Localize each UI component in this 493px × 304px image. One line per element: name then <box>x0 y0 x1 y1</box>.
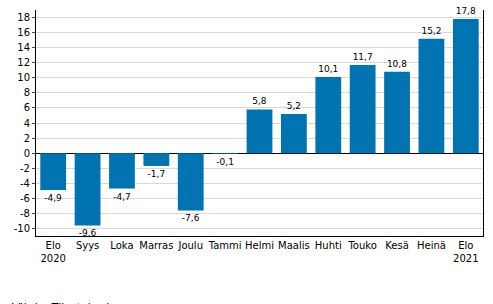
svg-text:18: 18 <box>17 12 30 23</box>
svg-text:11,7: 11,7 <box>353 52 373 62</box>
svg-text:16: 16 <box>17 27 30 38</box>
svg-text:Elo2020: Elo2020 <box>40 240 65 264</box>
svg-text:Loka: Loka <box>110 240 133 251</box>
svg-text:Elo2021: Elo2021 <box>453 240 478 264</box>
svg-text:Heinä: Heinä <box>417 240 446 251</box>
svg-text:0: 0 <box>24 148 30 159</box>
svg-text:-4,7: -4,7 <box>113 192 131 202</box>
svg-text:Joulu: Joulu <box>177 240 203 251</box>
svg-text:-2: -2 <box>20 163 30 174</box>
svg-text:Syys: Syys <box>76 240 99 251</box>
svg-text:5,8: 5,8 <box>252 96 267 106</box>
svg-text:10: 10 <box>17 72 30 83</box>
svg-text:-0,1: -0,1 <box>216 157 234 167</box>
svg-text:Touko: Touko <box>347 240 376 251</box>
svg-text:Lähde: Tilastokeskus: Lähde: Tilastokeskus <box>11 301 125 304</box>
svg-text:12: 12 <box>17 57 30 68</box>
svg-text:Marras: Marras <box>139 240 173 251</box>
svg-text:2: 2 <box>24 133 30 144</box>
svg-text:Kesä: Kesä <box>385 240 409 251</box>
svg-text:17,8: 17,8 <box>456 6 476 16</box>
svg-text:-8: -8 <box>20 208 30 219</box>
svg-text:Maalis: Maalis <box>278 240 310 251</box>
svg-text:-1,7: -1,7 <box>148 169 166 179</box>
svg-text:10,8: 10,8 <box>387 59 407 69</box>
svg-text:Huhti: Huhti <box>315 240 342 251</box>
svg-text:-7,6: -7,6 <box>182 213 200 223</box>
svg-text:-6: -6 <box>20 193 30 204</box>
svg-text:-4,9: -4,9 <box>44 193 62 203</box>
svg-text:-9,6: -9,6 <box>79 228 97 238</box>
svg-text:15,2: 15,2 <box>421 26 441 36</box>
svg-text:-10: -10 <box>14 223 30 234</box>
svg-text:4: 4 <box>24 118 30 129</box>
svg-text:Helmi: Helmi <box>245 240 274 251</box>
svg-text:10,1: 10,1 <box>318 64 338 74</box>
svg-text:14: 14 <box>17 42 30 53</box>
svg-text:8: 8 <box>24 87 30 98</box>
svg-text:Tammi: Tammi <box>208 240 242 251</box>
svg-text:5,2: 5,2 <box>287 101 301 111</box>
svg-text:6: 6 <box>24 102 30 113</box>
svg-text:-4: -4 <box>20 178 30 189</box>
